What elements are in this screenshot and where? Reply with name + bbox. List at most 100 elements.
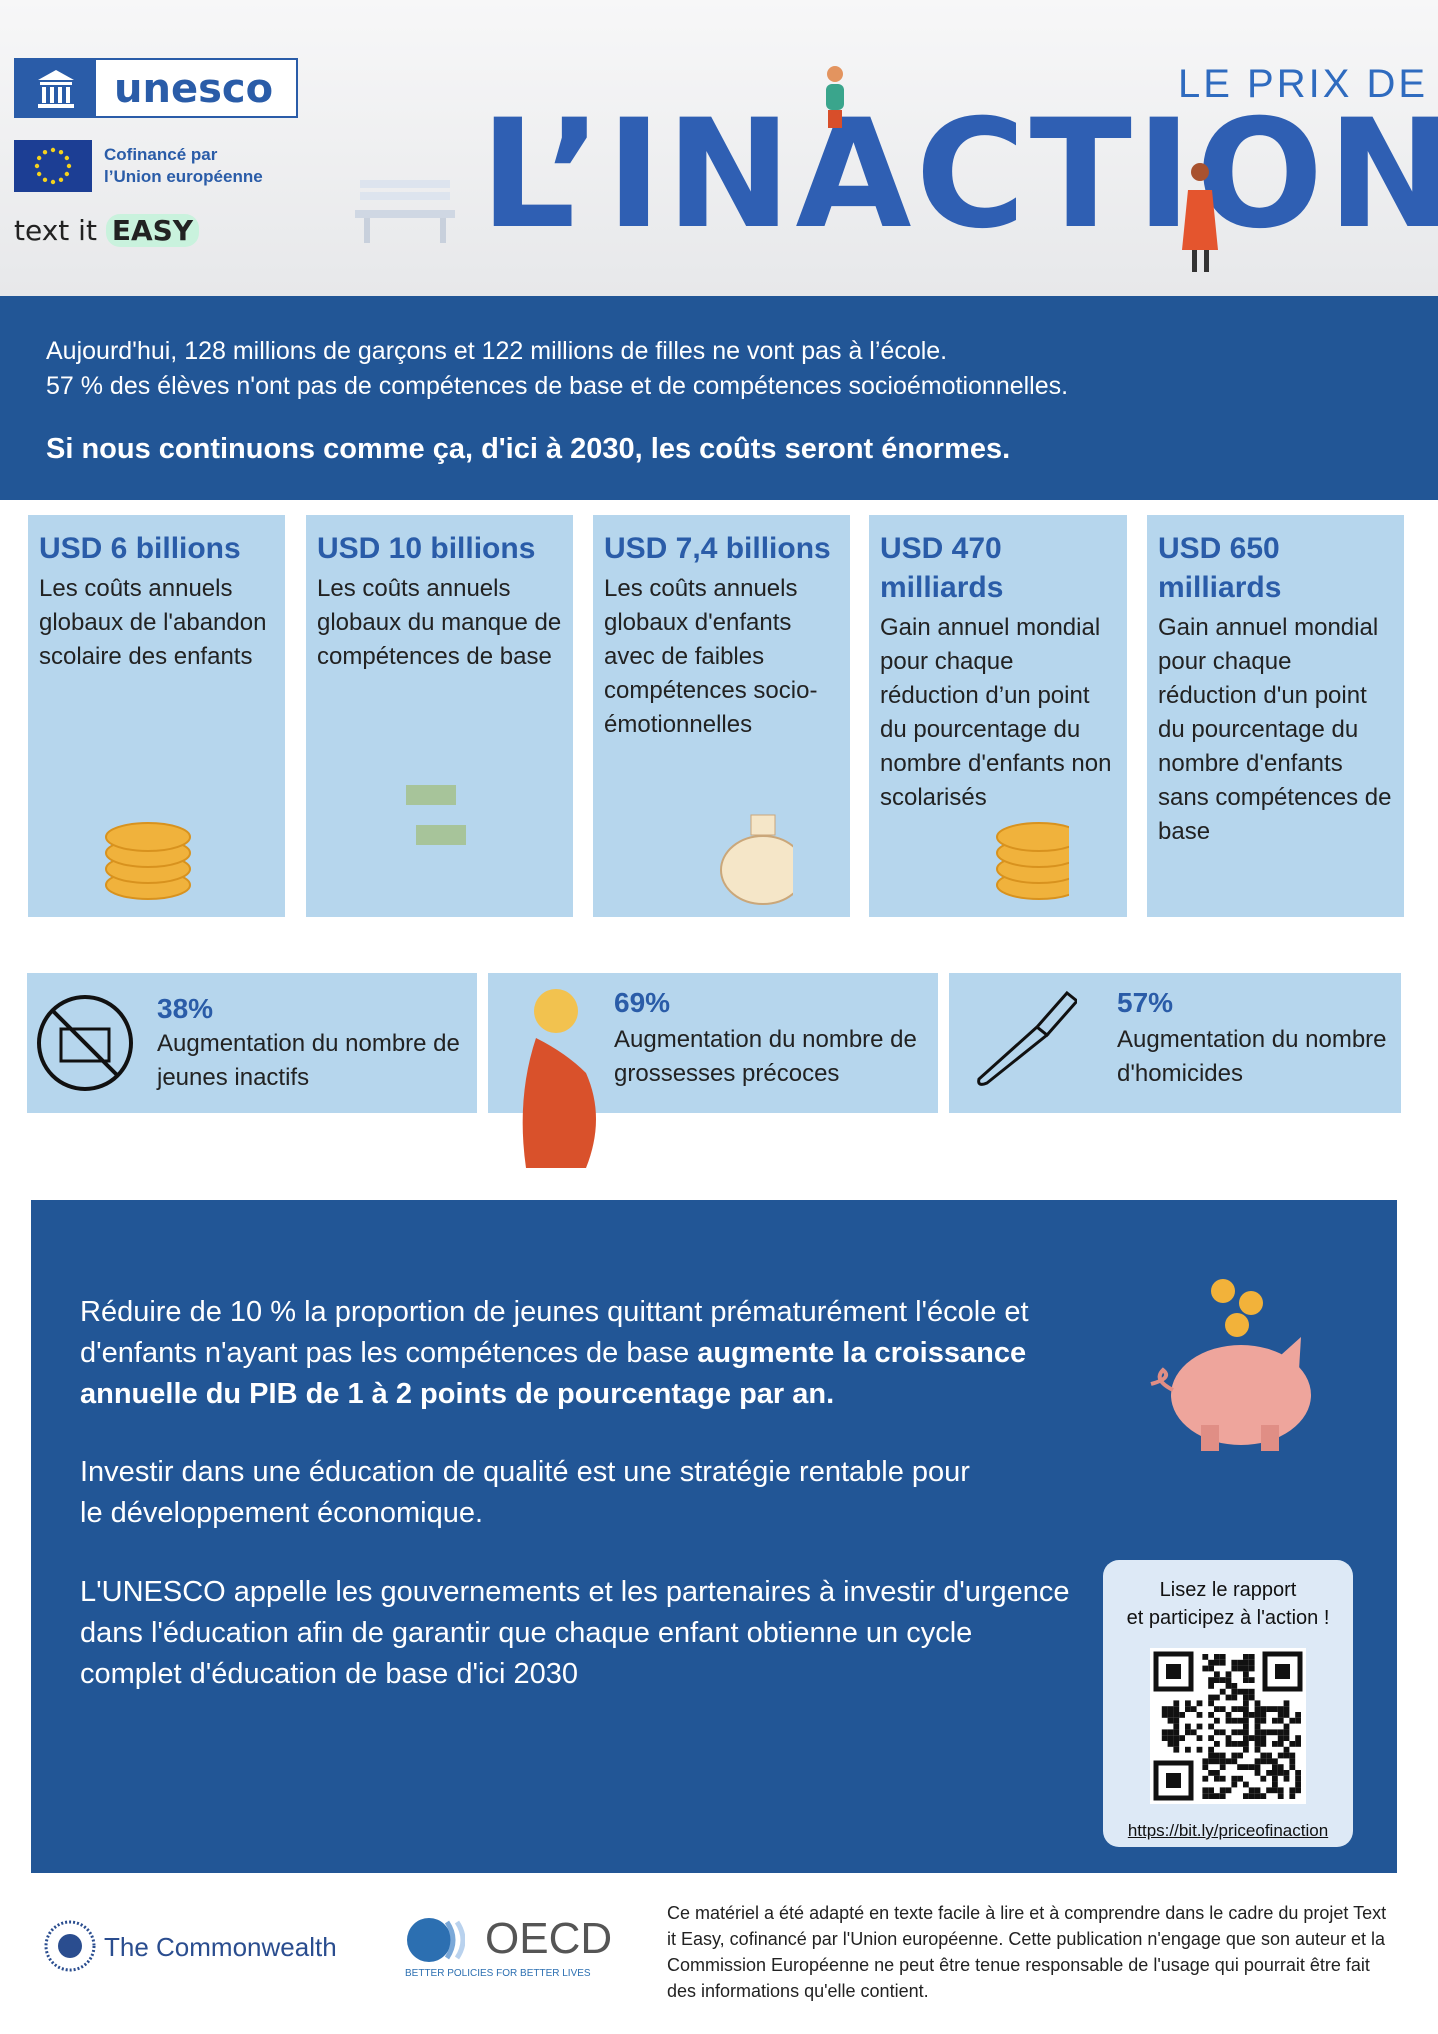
eu-star — [36, 171, 42, 177]
qr-finder — [1275, 1664, 1290, 1679]
qr-module — [1248, 1712, 1255, 1718]
qr-module — [1185, 1723, 1191, 1730]
stat-box: 38% Augmentation du nombre de jeunes inac… — [27, 973, 477, 1113]
qr-module — [1289, 1758, 1296, 1765]
commonwealth-name: The Commonwealth — [104, 1932, 337, 1962]
intro-text: 57 % des élèves n'ont pas de compétences… — [46, 372, 1069, 400]
qr-module — [1248, 1787, 1255, 1794]
qr-module — [1243, 1735, 1249, 1741]
card-illustration — [720, 814, 793, 905]
qr-module — [1219, 1752, 1226, 1759]
cost-card: USD 650 milliards Gain annuel mondial pou… — [1147, 515, 1404, 917]
qr-module — [1219, 1764, 1226, 1770]
report-link[interactable]: https://bit.ly/priceofinaction — [1127, 1821, 1329, 1840]
stat-box: 57% Augmentation du nombre d'homicides — [949, 973, 1401, 1113]
qr-module — [1283, 1700, 1290, 1707]
qr-module — [1272, 1706, 1278, 1712]
box-bold-text: augmente la croissance annuelle du PIB d… — [80, 1337, 1027, 1410]
qr-module — [1272, 1770, 1278, 1776]
oecd-name: OECD — [485, 1914, 613, 1963]
qr-module — [1214, 1741, 1220, 1747]
card-amount: USD 6 billions — [39, 532, 241, 565]
qr-module — [1173, 1706, 1180, 1712]
stat-icon — [37, 995, 133, 1091]
qr-module — [1231, 1781, 1238, 1788]
card-amount: USD 10 billions — [317, 532, 536, 565]
qr-module — [1295, 1770, 1301, 1776]
qr-module — [1277, 1741, 1284, 1747]
qr-module — [1179, 1735, 1185, 1741]
qr-module — [1196, 1746, 1203, 1753]
qr-module — [1248, 1688, 1255, 1695]
stat-text: Augmentation du nombre de grossesses pré… — [614, 1026, 917, 1087]
qr-module — [1173, 1729, 1180, 1736]
qr-module — [1260, 1735, 1267, 1741]
unesco-word: unesco — [114, 66, 274, 112]
eu-star — [36, 155, 42, 161]
person-illustration — [826, 66, 844, 128]
qr-module — [1219, 1729, 1226, 1736]
qr-module — [1266, 1787, 1272, 1794]
qr-module — [1231, 1683, 1238, 1689]
qr-module — [1208, 1723, 1214, 1730]
qr-module — [1260, 1775, 1267, 1782]
unesco-logo: unesco — [14, 58, 298, 118]
qr-module — [1225, 1758, 1232, 1765]
qr-module — [1225, 1717, 1232, 1724]
qr-module — [1283, 1723, 1290, 1730]
qr-finder — [1153, 1760, 1194, 1801]
eu-flag — [14, 140, 92, 192]
qr-module — [1243, 1712, 1249, 1718]
card-amount: USD 650 milliards — [1158, 532, 1282, 604]
qr-module — [1214, 1758, 1220, 1765]
qr-module — [1248, 1735, 1255, 1741]
qr-module — [1283, 1770, 1290, 1776]
qr-card: Lisez le rapport et participez à l'action… — [1103, 1560, 1353, 1847]
qr-module — [1277, 1729, 1284, 1736]
qr-module — [1214, 1706, 1220, 1712]
qr-module — [1283, 1746, 1290, 1753]
eu-cofunding: Cofinancé par l’Union européenne — [104, 144, 263, 188]
qr-module — [1173, 1746, 1180, 1753]
stat-value: 38% — [157, 993, 214, 1024]
eu-line: l’Union européenne — [104, 167, 263, 186]
icon-head — [534, 989, 578, 1033]
qr-module — [1283, 1729, 1290, 1736]
header: unesco Cofinancé par l’Union européenne t… — [0, 0, 1438, 296]
qr-module — [1219, 1688, 1226, 1695]
qr-module — [1237, 1741, 1243, 1747]
qr-module — [1243, 1659, 1249, 1666]
qr-module — [1260, 1741, 1267, 1747]
qr-module — [1237, 1717, 1243, 1724]
qr-module — [1231, 1758, 1238, 1765]
qr-module — [1167, 1706, 1174, 1712]
qr-module — [1295, 1712, 1301, 1718]
qr-module — [1214, 1775, 1220, 1782]
qr-module — [1260, 1758, 1267, 1765]
qr-module — [1214, 1694, 1220, 1701]
qr-module — [1260, 1706, 1267, 1712]
card-text: Les coûts annuels globaux d'enfants avec… — [604, 575, 818, 738]
text-it-easy-logo: text it EASY — [14, 214, 200, 247]
qr-module — [1272, 1787, 1278, 1794]
logo-text: text it — [14, 214, 97, 247]
qr-module — [1243, 1729, 1249, 1736]
piggy-bank-illustration — [1150, 1279, 1311, 1451]
qr-module — [1208, 1758, 1214, 1765]
qr-module — [1243, 1694, 1249, 1701]
card-text: Les coûts annuels globaux du manque de c… — [317, 575, 562, 670]
qr-module — [1214, 1729, 1220, 1736]
qr-module — [1208, 1700, 1214, 1707]
qr-module — [1214, 1752, 1220, 1759]
qr-module — [1248, 1694, 1255, 1701]
qr-code[interactable] — [1150, 1648, 1306, 1804]
card-illustration — [996, 822, 1069, 900]
qr-module — [1173, 1700, 1180, 1707]
qr-module — [1161, 1729, 1168, 1736]
qr-module — [1225, 1694, 1232, 1701]
qr-module — [1266, 1752, 1272, 1759]
qr-module — [1219, 1775, 1226, 1782]
qr-module — [1231, 1729, 1238, 1736]
banknote — [406, 785, 456, 805]
qr-module — [1243, 1677, 1249, 1683]
